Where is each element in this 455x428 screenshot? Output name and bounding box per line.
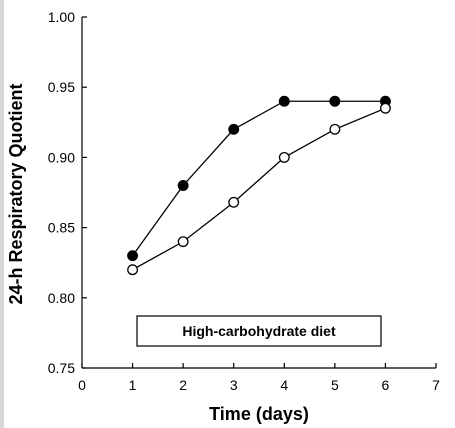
series-line-1 [132, 100, 386, 257]
y-tick-label: 0.95 [48, 79, 75, 95]
filled-data-point [177, 180, 189, 191]
series-layer [127, 95, 391, 276]
x-tick-label: 4 [280, 377, 288, 393]
filled-data-point [278, 95, 290, 107]
series-line-2 [132, 107, 386, 271]
y-tick-label: 1.00 [48, 9, 75, 25]
x-tick-label: 6 [382, 377, 390, 393]
annotation-frame [136, 315, 382, 347]
y-axis-label: 24-h Respiratory Quotient [6, 83, 26, 304]
open-data-point [278, 151, 290, 163]
open-data-point [127, 264, 139, 276]
y-tick-label: 0.85 [48, 220, 75, 236]
filled-data-point [329, 95, 341, 107]
filled-data-point [228, 123, 240, 135]
x-tick-label: 1 [129, 377, 137, 393]
y-tick-label: 0.90 [48, 149, 75, 165]
y-tick-label: 0.75 [48, 360, 75, 376]
open-data-point [379, 102, 391, 114]
open-data-point [329, 123, 341, 135]
x-tick-label: 0 [78, 377, 86, 393]
x-axis-label: Time (days) [209, 404, 309, 424]
annotation-box: High-carbohydrate diet [136, 315, 382, 347]
x-tick-label: 3 [230, 377, 238, 393]
open-data-point [228, 196, 240, 208]
x-axis-ticks: 0 1 2 3 4 5 6 7 [78, 363, 440, 393]
y-axis-ticks: 0.75 0.80 0.85 0.90 0.95 1.00 [48, 9, 87, 376]
x-tick-label: 2 [179, 377, 187, 393]
open-data-point [177, 236, 189, 248]
axes [81, 17, 436, 369]
left-border-strip [0, 0, 4, 428]
filled-data-point [127, 250, 139, 262]
x-tick-label: 5 [331, 377, 339, 393]
x-tick-label: 7 [432, 377, 440, 393]
y-tick-label: 0.80 [48, 290, 75, 306]
annotation-text: High-carbohydrate diet [182, 323, 336, 339]
